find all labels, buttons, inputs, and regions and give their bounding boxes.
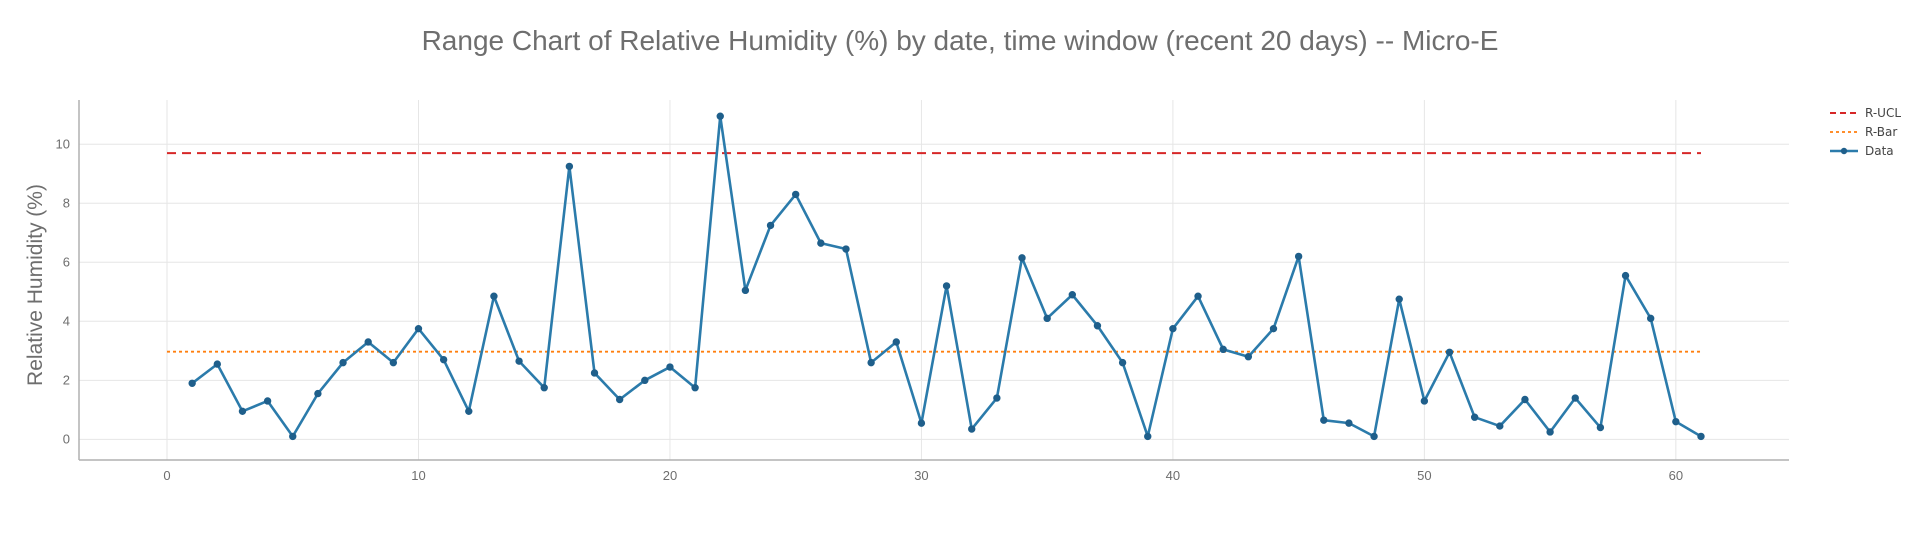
data-point	[1018, 254, 1026, 262]
data-point	[1068, 291, 1077, 299]
grid-lines	[79, 100, 1789, 460]
data-point	[615, 395, 624, 404]
data-point	[364, 338, 372, 346]
data-point	[1169, 324, 1177, 333]
data-point	[490, 292, 498, 300]
data-point	[1144, 432, 1152, 441]
data-point	[389, 358, 398, 367]
tick-labels: 0 2 4 6 8 10 0 10 20 30 40 50 60	[56, 136, 1684, 483]
data-point	[1420, 397, 1429, 405]
data-point	[213, 360, 222, 368]
y-tick-label: 2	[63, 372, 70, 387]
data-point	[1496, 422, 1504, 430]
data-point	[892, 338, 900, 346]
legend-label-r-ucl: R-UCL	[1865, 106, 1901, 120]
x-tick-label: 30	[914, 468, 928, 483]
x-tick-label: 0	[163, 468, 170, 483]
data-point	[565, 162, 574, 171]
data-point	[1445, 348, 1454, 356]
data-point	[993, 394, 1001, 402]
data-point	[1320, 416, 1328, 424]
data-point	[590, 369, 599, 377]
data-point	[339, 358, 347, 367]
data-point	[1043, 314, 1051, 323]
data-point	[414, 324, 423, 333]
data-point	[666, 363, 674, 371]
data-point	[1118, 358, 1127, 367]
data-point	[942, 282, 951, 290]
data-point	[791, 190, 800, 199]
x-tick-label: 20	[663, 468, 677, 483]
data-point	[1395, 295, 1403, 303]
legend-label-r-bar: R-Bar	[1865, 125, 1897, 139]
data-point	[314, 389, 322, 398]
data-point	[439, 355, 448, 364]
data-point	[540, 384, 548, 392]
y-tick-label: 6	[63, 254, 70, 269]
series-layer	[167, 112, 1705, 441]
data-point	[188, 379, 196, 387]
data-point	[1621, 271, 1630, 280]
data-point	[1244, 353, 1253, 361]
chart-title: Range Chart of Relative Humidity (%) by …	[422, 25, 1499, 56]
x-tick-label: 40	[1166, 468, 1180, 483]
data-point	[515, 357, 523, 365]
data-point	[1219, 345, 1227, 354]
data-point	[917, 419, 926, 427]
data-point	[1521, 395, 1529, 404]
data-point	[1194, 292, 1202, 300]
y-tick-label: 8	[63, 195, 70, 210]
data-point	[641, 376, 649, 385]
data-point	[716, 112, 724, 120]
data-point	[238, 407, 247, 416]
legend-label-data: Data	[1865, 144, 1894, 158]
data-point	[766, 221, 775, 230]
axes	[78, 100, 1789, 461]
data-point	[817, 239, 825, 247]
data-point	[1672, 417, 1680, 426]
x-tick-label: 50	[1417, 468, 1431, 483]
data-point	[1093, 322, 1102, 330]
y-tick-label: 0	[63, 431, 70, 446]
data-point	[842, 245, 850, 253]
data-point	[691, 384, 699, 392]
legend-marker-data	[1840, 147, 1848, 155]
data-point	[465, 407, 473, 416]
data-point	[741, 286, 750, 295]
data-point	[1370, 432, 1378, 441]
data-point	[1571, 394, 1579, 402]
data-point	[1345, 419, 1353, 427]
data-point	[263, 397, 272, 405]
y-tick-label: 10	[56, 136, 70, 151]
y-axis-label: Relative Humidity (%)	[24, 184, 47, 386]
data-point	[1697, 432, 1705, 441]
data-point	[867, 358, 875, 367]
legend: R-UCL R-Bar Data	[1830, 106, 1901, 158]
x-tick-label: 10	[411, 468, 425, 483]
data-point	[1596, 423, 1605, 432]
data-point	[1470, 413, 1479, 421]
data-point	[1294, 252, 1303, 261]
data-point	[1269, 324, 1278, 333]
data-point	[968, 425, 976, 433]
data-point	[1546, 428, 1554, 436]
x-tick-label: 60	[1669, 468, 1683, 483]
data-point	[289, 432, 297, 441]
data-point	[1646, 314, 1655, 323]
y-tick-label: 4	[63, 313, 70, 328]
